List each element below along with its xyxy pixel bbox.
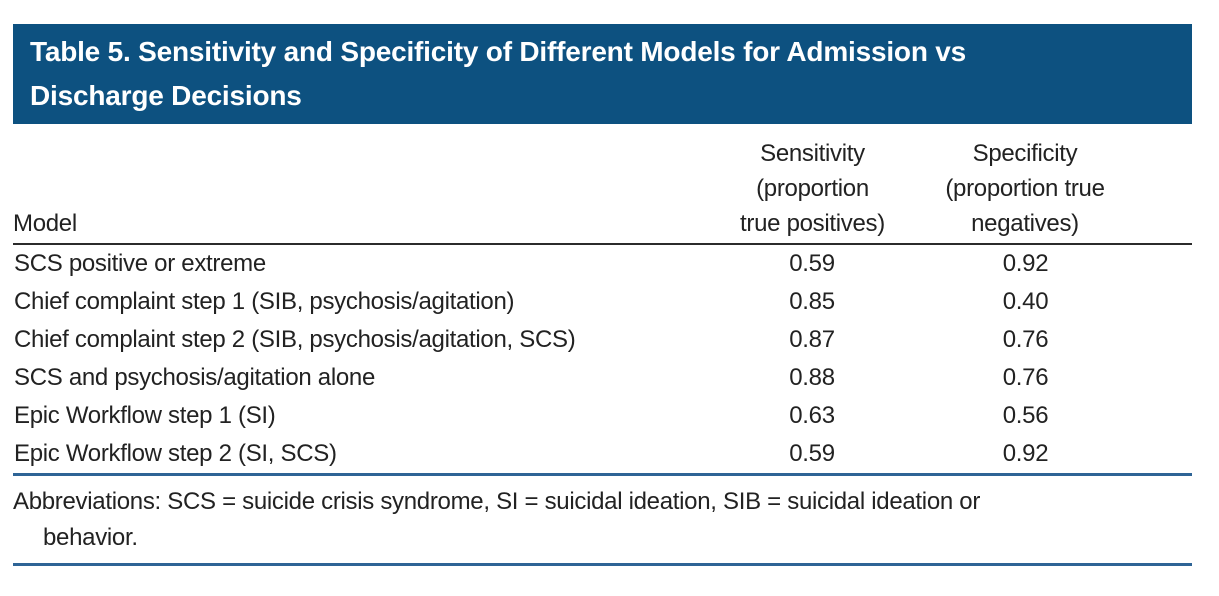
model-cell: SCS positive or extreme bbox=[14, 250, 266, 277]
abbreviations-note: Abbreviations: SCS = suicide crisis synd… bbox=[13, 484, 1192, 566]
specificity-cell: 0.76 bbox=[1002, 326, 1049, 353]
table-title-band: Table 5. Sensitivity and Specificity of … bbox=[13, 24, 1192, 124]
table-row: SCS positive or extreme 0.59 0.92 bbox=[13, 244, 1192, 283]
column-header-sensitivity: Sensitivity (proportion true positives) bbox=[655, 124, 920, 245]
table-row: Chief complaint step 1 (SIB, psychosis/a… bbox=[13, 283, 1192, 321]
model-cell: Chief complaint step 2 (SIB, psychosis/a… bbox=[14, 326, 576, 353]
model-cell: Epic Workflow step 1 (SI) bbox=[14, 402, 276, 429]
model-cell: Epic Workflow step 2 (SI, SCS) bbox=[13, 435, 655, 476]
table-row: SCS and psychosis/agitation alone 0.88 0… bbox=[13, 359, 1192, 397]
header-row: Model Sensitivity (proportion true posit… bbox=[13, 124, 1192, 245]
abbreviations-line1: Abbreviations: SCS = suicide crisis synd… bbox=[13, 488, 981, 515]
sensitivity-cell: 0.63 bbox=[789, 402, 835, 429]
model-cell: Chief complaint step 1 (SIB, psychosis/a… bbox=[14, 288, 515, 315]
specificity-cell: 0.92 bbox=[1002, 250, 1049, 277]
table-row: Epic Workflow step 1 (SI) 0.63 0.56 bbox=[13, 397, 1192, 435]
table-row: Chief complaint step 2 (SIB, psychosis/a… bbox=[13, 321, 1192, 359]
specificity-cell: 0.92 bbox=[920, 435, 1192, 476]
column-header-specificity: Specificity (proportion true negatives) bbox=[920, 124, 1192, 245]
specificity-cell: 0.76 bbox=[1002, 364, 1049, 391]
sensitivity-cell: 0.59 bbox=[789, 250, 835, 277]
abbreviations-line2: behavior. bbox=[43, 524, 138, 551]
specificity-cell: 0.40 bbox=[1002, 288, 1049, 315]
model-cell: SCS and psychosis/agitation alone bbox=[14, 364, 375, 391]
table-row: Epic Workflow step 2 (SI, SCS) 0.59 0.92 bbox=[13, 435, 1192, 476]
results-table: Model Sensitivity (proportion true posit… bbox=[13, 124, 1192, 476]
sensitivity-cell: 0.88 bbox=[789, 364, 835, 391]
column-header-model: Model bbox=[13, 124, 655, 245]
specificity-cell: 0.56 bbox=[1002, 402, 1049, 429]
table-title: Table 5. Sensitivity and Specificity of … bbox=[30, 36, 967, 111]
sensitivity-cell: 0.87 bbox=[789, 326, 835, 353]
table5-card: Table 5. Sensitivity and Specificity of … bbox=[13, 24, 1192, 566]
sensitivity-cell: 0.59 bbox=[655, 435, 920, 476]
sensitivity-cell: 0.85 bbox=[789, 288, 835, 315]
